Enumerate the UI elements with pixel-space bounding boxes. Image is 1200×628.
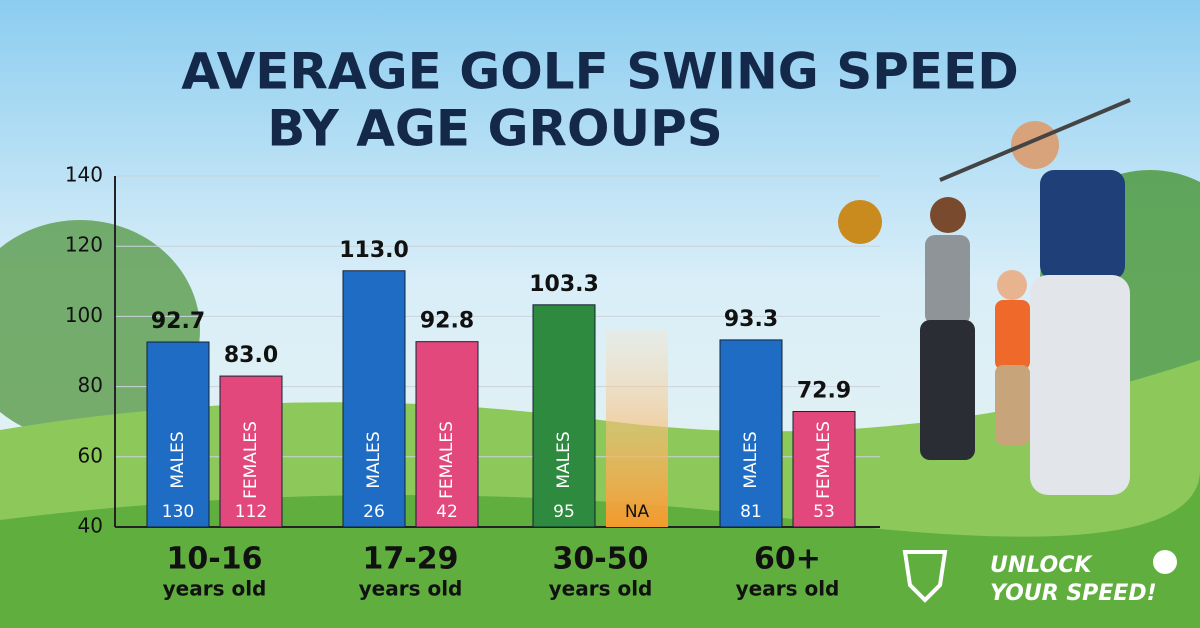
series-label: FEMALES [437, 421, 457, 499]
bar [342, 270, 406, 528]
value-label: 72.9 [797, 379, 851, 404]
value-label: 92.8 [420, 309, 474, 334]
sample-size: NA [625, 502, 650, 522]
bar [415, 341, 479, 528]
sample-size: 112 [235, 502, 267, 522]
x-tick-label: 17-29 [363, 542, 459, 577]
series-label: FEMALES [814, 421, 834, 499]
series-label: MALES [554, 431, 574, 488]
bar [532, 304, 596, 528]
series-label: MALES [741, 431, 761, 488]
value-label: 113.0 [339, 238, 409, 263]
chart-title: AVERAGE GOLF SWING SPEED [181, 43, 1018, 101]
x-tick-note: years old [163, 577, 267, 601]
brand-text: YOUR SPEED! [990, 581, 1157, 606]
y-tick-label: 100 [65, 303, 103, 327]
x-tick-note: years old [736, 577, 840, 601]
y-tick-label: 120 [65, 233, 103, 257]
bar [792, 411, 856, 528]
hill [0, 470, 1200, 628]
x-tick-note: years old [549, 577, 653, 601]
series-label: MALES [168, 431, 188, 488]
sample-size: 130 [162, 502, 194, 522]
x-tick-label: 10-16 [167, 542, 263, 577]
value-label: 93.3 [724, 307, 778, 332]
chart-title: BY AGE GROUPS [267, 100, 723, 158]
na-placeholder [606, 329, 668, 527]
sample-size: 81 [740, 502, 762, 522]
value-label: 92.7 [151, 309, 205, 334]
bar [719, 339, 783, 528]
brand: UNLOCK YOUR SPEED! [902, 550, 1177, 606]
series-label: FEMALES [241, 421, 261, 499]
sample-size: 53 [813, 502, 835, 522]
y-tick-label: 140 [65, 163, 103, 187]
y-tick-label: 60 [78, 443, 103, 467]
bar [146, 341, 210, 528]
sample-size: 95 [553, 502, 575, 522]
y-tick-label: 80 [78, 373, 103, 397]
value-label: 103.3 [529, 272, 599, 297]
sample-size: 42 [436, 502, 458, 522]
x-tick-label: 30-50 [553, 542, 649, 577]
series-label: MALES [364, 431, 384, 488]
bar [219, 375, 283, 528]
brand-text: UNLOCK [990, 553, 1093, 578]
value-label: 83.0 [224, 343, 278, 368]
x-tick-note: years old [359, 577, 463, 601]
y-tick-label: 40 [78, 514, 103, 538]
sample-size: 26 [363, 502, 385, 522]
golfers-illustration [838, 98, 1131, 495]
x-tick-label: 60+ [754, 542, 821, 577]
